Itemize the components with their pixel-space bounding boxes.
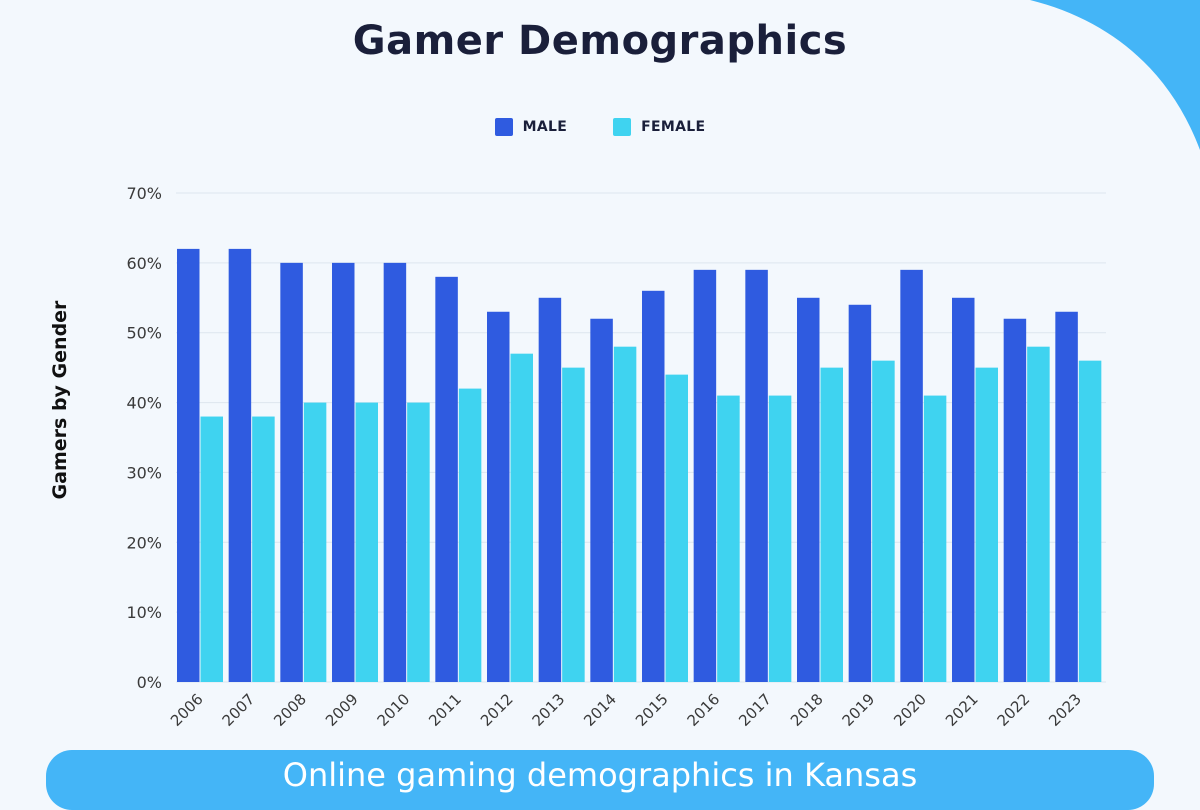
y-tick-label: 0% xyxy=(137,673,162,692)
bar-male-2009 xyxy=(332,262,355,682)
x-tick-label: 2010 xyxy=(374,690,414,730)
bar-female-2009 xyxy=(355,402,378,682)
x-tick-label: 2023 xyxy=(1045,690,1085,730)
y-tick-label: 20% xyxy=(126,533,162,552)
bar-female-2011 xyxy=(458,388,482,682)
y-tick-label: 10% xyxy=(126,603,162,622)
x-tick-label: 2013 xyxy=(529,690,569,730)
y-tick-label: 30% xyxy=(126,463,162,482)
bar-male-2007 xyxy=(228,248,252,682)
bar-male-2013 xyxy=(538,297,562,682)
bar-female-2022 xyxy=(1027,346,1050,682)
x-tick-label: 2016 xyxy=(684,690,724,730)
bar-female-2014 xyxy=(613,346,637,682)
bar-female-2012 xyxy=(510,353,533,682)
bar-male-2022 xyxy=(1003,318,1027,682)
bar-male-2021 xyxy=(952,297,975,682)
bar-female-2010 xyxy=(407,402,430,682)
bar-female-2008 xyxy=(303,402,327,682)
bar-male-2023 xyxy=(1055,311,1078,682)
bar-female-2021 xyxy=(975,367,998,682)
x-tick-label: 2021 xyxy=(942,690,982,730)
legend-item-male: MALE xyxy=(494,118,568,136)
x-tick-label: 2011 xyxy=(425,690,465,730)
bar-female-2018 xyxy=(820,367,843,682)
x-tick-label: 2015 xyxy=(632,690,672,730)
bar-female-2007 xyxy=(252,416,275,682)
x-tick-label: 2019 xyxy=(839,690,879,730)
x-tick-label: 2014 xyxy=(580,690,620,730)
bar-male-2012 xyxy=(487,311,510,682)
bar-female-2015 xyxy=(665,374,688,682)
bar-male-2008 xyxy=(280,262,303,682)
bar-male-2006 xyxy=(177,248,200,682)
bar-male-2018 xyxy=(797,297,820,682)
bar-male-2016 xyxy=(693,269,717,682)
bar-male-2010 xyxy=(383,262,407,682)
legend-label-female: FEMALE xyxy=(641,119,706,135)
bar-female-2019 xyxy=(872,360,895,682)
bar-female-2017 xyxy=(768,395,792,682)
x-tick-label: 2020 xyxy=(890,690,930,730)
bar-male-2017 xyxy=(745,269,768,682)
chart-title: Gamer Demographics xyxy=(352,18,848,64)
x-tick-label: 2009 xyxy=(322,690,362,730)
legend-label-male: MALE xyxy=(522,119,568,135)
x-tick-label: 2008 xyxy=(270,690,310,730)
bar-male-2015 xyxy=(642,290,665,682)
bar-female-2016 xyxy=(717,395,740,682)
banner: Online gaming demographics in Kansas xyxy=(46,750,1154,810)
bar-male-2020 xyxy=(900,269,923,682)
x-tick-label: 2006 xyxy=(167,690,207,730)
bar-chart: 0% 10% 20% 30% 40% 50% 60% 70% 2006 2007 2008 2009 2… xyxy=(126,184,1106,730)
x-tick-label: 2018 xyxy=(787,690,827,730)
legend: MALE FEMALE xyxy=(0,118,1200,136)
x-tick-label: 2017 xyxy=(735,690,775,730)
bar-female-2013 xyxy=(562,367,585,682)
y-tick-label: 40% xyxy=(126,394,162,413)
bar-male-2011 xyxy=(435,276,458,682)
bar-male-2014 xyxy=(590,318,613,682)
y-tick-label: 50% xyxy=(126,324,162,343)
legend-swatch-male xyxy=(494,118,513,136)
x-tick-label: 2022 xyxy=(994,690,1034,730)
x-tick-label: 2007 xyxy=(219,690,259,730)
y-tick-label: 70% xyxy=(126,184,162,203)
legend-item-female: FEMALE xyxy=(613,118,705,136)
bar-male-2019 xyxy=(848,304,872,682)
x-tick-label: 2012 xyxy=(477,690,517,730)
bar-female-2006 xyxy=(200,416,223,682)
banner-text: Online gaming demographics in Kansas xyxy=(282,756,918,794)
bar-female-2023 xyxy=(1078,360,1102,682)
legend-swatch-female xyxy=(613,118,632,136)
y-tick-label: 60% xyxy=(126,254,162,273)
bar-female-2020 xyxy=(923,395,947,682)
